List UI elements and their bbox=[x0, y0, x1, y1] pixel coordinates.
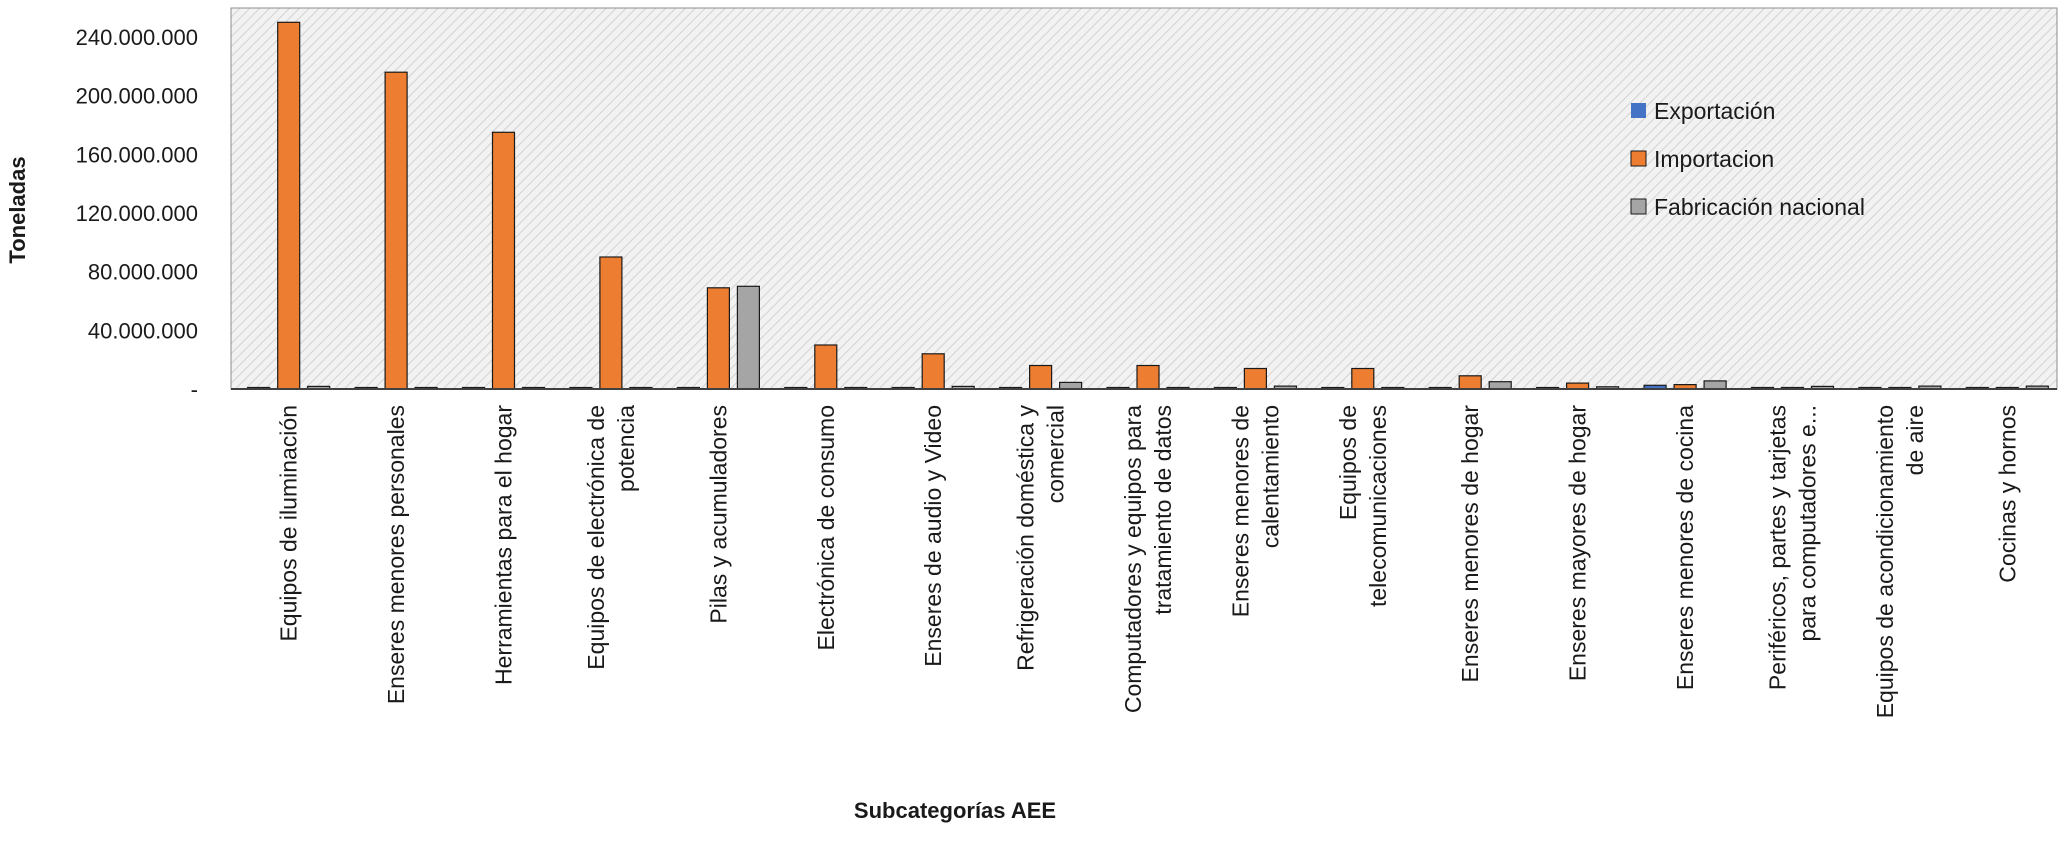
category-label-line: Equipos de bbox=[1335, 405, 1361, 520]
category-label: Enseres de audio y Video bbox=[920, 405, 946, 667]
category-label-line: Periféricos, partes y tarjetas bbox=[1765, 405, 1791, 690]
category-label-line: Cocinas y hornos bbox=[1994, 405, 2020, 583]
x-axis-title: Subcategorías AEE bbox=[854, 798, 1056, 823]
bar-fabricación-nacional-13 bbox=[1703, 380, 1727, 390]
category-label-line: para computadores e... bbox=[1795, 405, 1821, 642]
category-label: Enseres mayores de hogar bbox=[1565, 405, 1591, 681]
y-axis-title: Toneladas bbox=[5, 156, 30, 263]
category-label-line: comercial bbox=[1043, 405, 1069, 503]
y-tick-label: 200.000.000 bbox=[76, 84, 198, 109]
legend-swatch bbox=[1630, 198, 1647, 215]
bar-importacion-6 bbox=[921, 353, 945, 390]
category-label: Pilas y acumuladores bbox=[705, 405, 731, 624]
bar-importacion-9 bbox=[1243, 367, 1268, 390]
y-tick-label: 80.000.000 bbox=[88, 260, 198, 285]
category-label: Herramientas para el hogar bbox=[491, 405, 517, 685]
category-label-line: Enseres menores personales bbox=[383, 405, 409, 704]
category-label-line: Enseres menores de bbox=[1227, 405, 1253, 617]
category-label-line: Equipos de electrónica de bbox=[583, 405, 609, 670]
bar-importacion-10 bbox=[1351, 367, 1375, 390]
bar-importacion-7 bbox=[1028, 364, 1053, 390]
bar-importacion-4 bbox=[706, 287, 731, 390]
legend-label: Importacion bbox=[1654, 146, 1774, 172]
category-label: Periféricos, partes y tarjetas para compu… bbox=[1765, 405, 1821, 690]
bar-importacion-0 bbox=[277, 21, 301, 390]
category-label: Enseres menores de hogar bbox=[1457, 405, 1483, 683]
plot-area bbox=[230, 7, 2058, 390]
y-axis-ticks: - 40.000.000 80.000.000 120.000.000 160.000.… bbox=[76, 25, 198, 402]
legend-swatch bbox=[1631, 103, 1646, 118]
category-label-line: calentamiento bbox=[1257, 405, 1283, 548]
category-label: Refrigeración doméstica y comercial bbox=[1013, 405, 1069, 671]
category-label: Enseres menores de cocina bbox=[1672, 405, 1698, 690]
bar-fabricación-nacional-4 bbox=[736, 285, 761, 390]
y-tick-label: - bbox=[191, 377, 198, 402]
category-label-line: Enseres de audio y Video bbox=[920, 405, 946, 667]
bar-importacion-8 bbox=[1136, 364, 1160, 390]
legend-label: Fabricación nacional bbox=[1654, 194, 1865, 220]
y-tick-label: 160.000.000 bbox=[76, 142, 198, 167]
category-label-line: Computadores y equipos para bbox=[1120, 405, 1146, 713]
category-label-line: de aire bbox=[1902, 405, 1928, 475]
category-label-line: Enseres menores de cocina bbox=[1672, 405, 1698, 690]
bar-importacion-2 bbox=[491, 131, 516, 390]
category-label: Equipos de electrónica de potencia bbox=[583, 405, 639, 670]
category-label: Electrónica de consumo bbox=[813, 405, 839, 650]
category-label-line: Equipos de acondicionamiento bbox=[1872, 405, 1898, 718]
category-label: Computadores y equipos para tratamiento d… bbox=[1120, 405, 1176, 713]
legend-label: Exportación bbox=[1654, 98, 1775, 124]
y-tick-label: 120.000.000 bbox=[76, 201, 198, 226]
category-label-line: Equipos de iluminación bbox=[276, 405, 302, 642]
category-labels: Equipos de iluminación Enseres menores pe… bbox=[276, 405, 2021, 719]
category-label-line: Pilas y acumuladores bbox=[705, 405, 731, 624]
category-label-line: telecomunicaciones bbox=[1365, 405, 1391, 607]
category-label: Enseres menores de calentamiento bbox=[1227, 405, 1283, 617]
legend: Exportación Importacion Fabricación nacion… bbox=[1630, 98, 1865, 220]
category-label-line: potencia bbox=[613, 405, 639, 492]
bar-importacion-1 bbox=[384, 71, 408, 390]
category-label: Enseres menores personales bbox=[383, 405, 409, 704]
category-label: Equipos de telecomunicaciones bbox=[1335, 405, 1391, 607]
category-label: Equipos de iluminación bbox=[276, 405, 302, 642]
category-label-line: Herramientas para el hogar bbox=[491, 405, 517, 685]
y-tick-label: 240.000.000 bbox=[76, 25, 198, 50]
category-label-line: Enseres menores de hogar bbox=[1457, 405, 1483, 683]
category-label-line: Refrigeración doméstica y bbox=[1013, 405, 1039, 671]
category-label-line: Enseres mayores de hogar bbox=[1565, 405, 1591, 681]
category-label-line: Electrónica de consumo bbox=[813, 405, 839, 650]
legend-swatch bbox=[1630, 150, 1647, 167]
bar-fabricación-nacional-11 bbox=[1488, 381, 1512, 390]
bar-importacion-11 bbox=[1458, 375, 1482, 390]
category-label: Cocinas y hornos bbox=[1994, 405, 2020, 583]
category-label-line: tratamiento de datos bbox=[1150, 405, 1176, 615]
bar-importacion-3 bbox=[599, 256, 623, 390]
category-label: Equipos de acondicionamiento de aire bbox=[1872, 405, 1928, 718]
y-tick-label: 40.000.000 bbox=[88, 318, 198, 343]
bar-importacion-5 bbox=[814, 344, 838, 390]
